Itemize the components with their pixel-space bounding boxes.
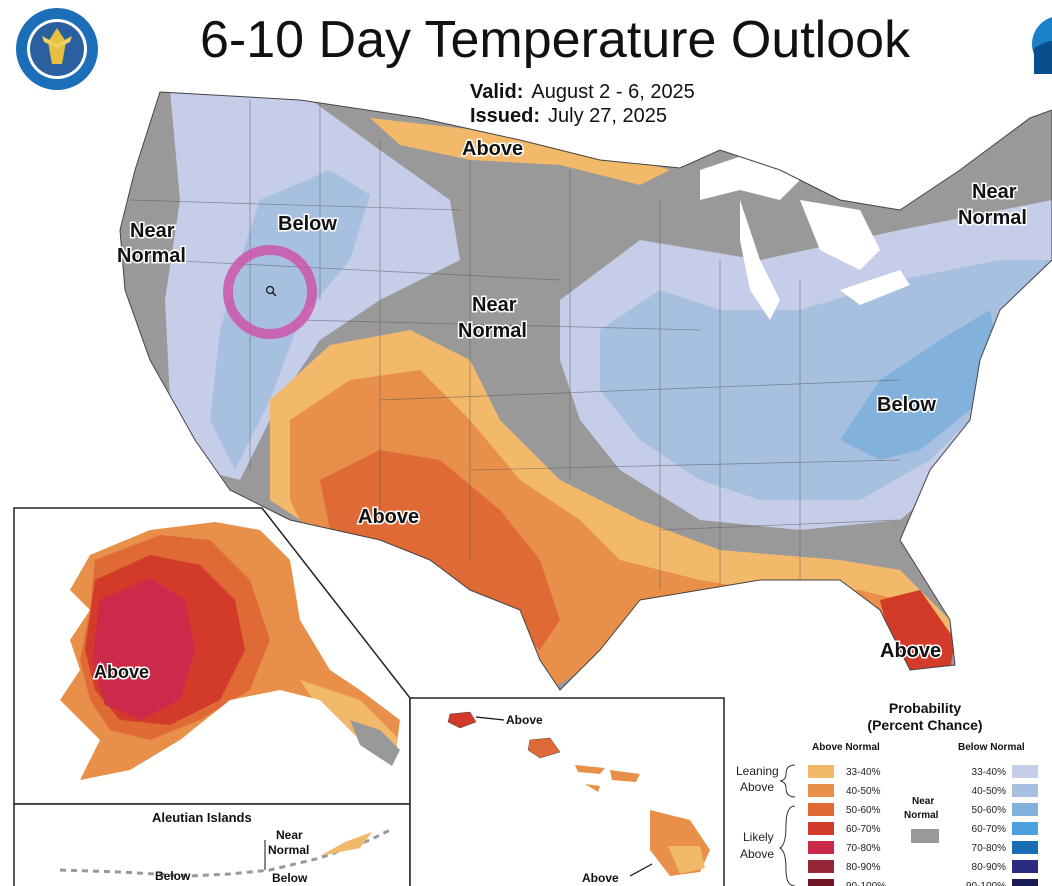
label-above-alaska: Above <box>94 662 149 682</box>
legend-bin-label: 70-80% <box>972 843 1007 854</box>
label-near-normal-west-1: Near <box>130 220 175 242</box>
aleutian-title: Aleutian Islands <box>152 810 252 825</box>
legend-swatch <box>1012 860 1038 873</box>
label-near-normal-west-2: Normal <box>117 245 186 267</box>
legend-bin-label: 90-100% <box>846 881 886 886</box>
legend-swatch <box>808 784 834 797</box>
legend-swatch <box>808 765 834 778</box>
valid-label: Valid: <box>470 81 524 103</box>
legend-bin-label: 50-60% <box>972 805 1007 816</box>
aleutian-near-2: Normal <box>268 843 309 857</box>
below-50-east <box>840 310 1000 460</box>
issued-value: July 27, 2025 <box>548 105 668 127</box>
label-near-normal-northeast-2: Normal <box>958 207 1027 229</box>
legend-bin-label: 40-50% <box>846 786 881 797</box>
legend-title-1: Probability <box>888 700 962 716</box>
cursor-highlight-ring <box>223 245 317 339</box>
alaska-inset: Above <box>13 507 411 805</box>
noaa-logo-icon <box>1032 17 1052 74</box>
legend-bin-label: 40-50% <box>972 786 1007 797</box>
hawaii-above-2: Above <box>582 871 619 885</box>
legend-swatch <box>1012 879 1038 886</box>
legend-swatch <box>1012 803 1038 816</box>
legend-bin-label: 80-90% <box>846 862 881 873</box>
legend-title-2: (Percent Chance) <box>867 717 983 733</box>
label-above-north: Above <box>462 138 523 160</box>
label-near-normal-center-2: Normal <box>458 320 527 342</box>
state-boundaries <box>129 100 901 590</box>
legend-above-bins: 33-40% 40-50% 50-60% 60-70% 70-80% 80-90% 90-1… <box>808 765 886 886</box>
label-below-northwest: Below <box>278 213 337 235</box>
department-of-commerce-seal-icon <box>16 8 98 90</box>
label-near-normal-center-1: Near <box>472 294 517 316</box>
legend-swatch <box>1012 822 1038 835</box>
legend-bin-label: 90-100% <box>966 881 1006 886</box>
lake-huron <box>800 200 880 270</box>
label-above-florida: Above <box>880 640 941 662</box>
page-title: 6-10 Day Temperature Outlook <box>200 11 911 69</box>
legend-leaning-2: Above <box>740 780 774 794</box>
legend-near-1: Near <box>912 796 934 807</box>
legend-swatch <box>808 822 834 835</box>
hawaii-above-1: Above <box>506 713 543 727</box>
legend-below-header: Below Normal <box>958 742 1025 753</box>
aleutian-near-1: Near <box>276 828 303 842</box>
legend-bin-label: 60-70% <box>846 824 881 835</box>
legend-swatch <box>1012 765 1038 778</box>
legend-bin-label: 50-60% <box>846 805 881 816</box>
date-block: Valid: August 2 - 6, 2025 Issued: July 27,… <box>470 80 695 128</box>
legend-leaning-1: Leaning <box>736 764 779 778</box>
legend-swatch <box>1012 841 1038 854</box>
legend-bin-label: 70-80% <box>846 843 881 854</box>
legend-swatch <box>808 879 834 886</box>
legend-title: Probability (Percent Chance) <box>850 700 1000 734</box>
legend-bin-label: 60-70% <box>972 824 1007 835</box>
legend-bin-label: 33-40% <box>846 767 881 778</box>
legend-near-2: Normal <box>904 810 939 821</box>
lake-michigan <box>740 200 780 320</box>
hawaii-inset: Above Above <box>409 697 725 886</box>
above-lean-north <box>370 118 670 185</box>
issued-label: Issued: <box>470 105 541 127</box>
legend-near-swatch <box>911 829 939 843</box>
legend-below-bins: 33-40% 40-50% 50-60% 60-70% 70-80% 80-90% 90-1… <box>966 765 1038 886</box>
legend-swatch <box>808 860 834 873</box>
valid-value: August 2 - 6, 2025 <box>531 81 695 103</box>
aleutian-below-2: Below <box>272 871 308 885</box>
valid-line: Valid: August 2 - 6, 2025 <box>470 80 695 104</box>
legend-swatch <box>808 803 834 816</box>
label-near-normal-northeast-1: Near <box>972 181 1017 203</box>
zoom-cursor-icon <box>265 285 277 297</box>
label-below-east: Below <box>877 394 936 416</box>
legend-swatch <box>1012 784 1038 797</box>
conus-outline <box>119 91 1052 691</box>
label-above-southwest: Above <box>358 506 419 528</box>
aleutian-below-1: Below <box>155 869 191 883</box>
issued-line: Issued: July 27, 2025 <box>470 104 695 128</box>
below-40-east <box>600 260 1052 500</box>
lake-erie <box>840 270 910 305</box>
legend-likely-1: Likely <box>743 830 774 844</box>
legend-bin-label: 33-40% <box>972 767 1007 778</box>
legend: Above Normal Below Normal Leaning Above … <box>736 742 1038 886</box>
legend-bin-label: 80-90% <box>972 862 1007 873</box>
legend-swatch <box>808 841 834 854</box>
aleutian-inset: Aleutian Islands Near Normal Below Below <box>13 803 411 886</box>
legend-above-header: Above Normal <box>812 742 880 753</box>
legend-likely-2: Above <box>740 847 774 861</box>
